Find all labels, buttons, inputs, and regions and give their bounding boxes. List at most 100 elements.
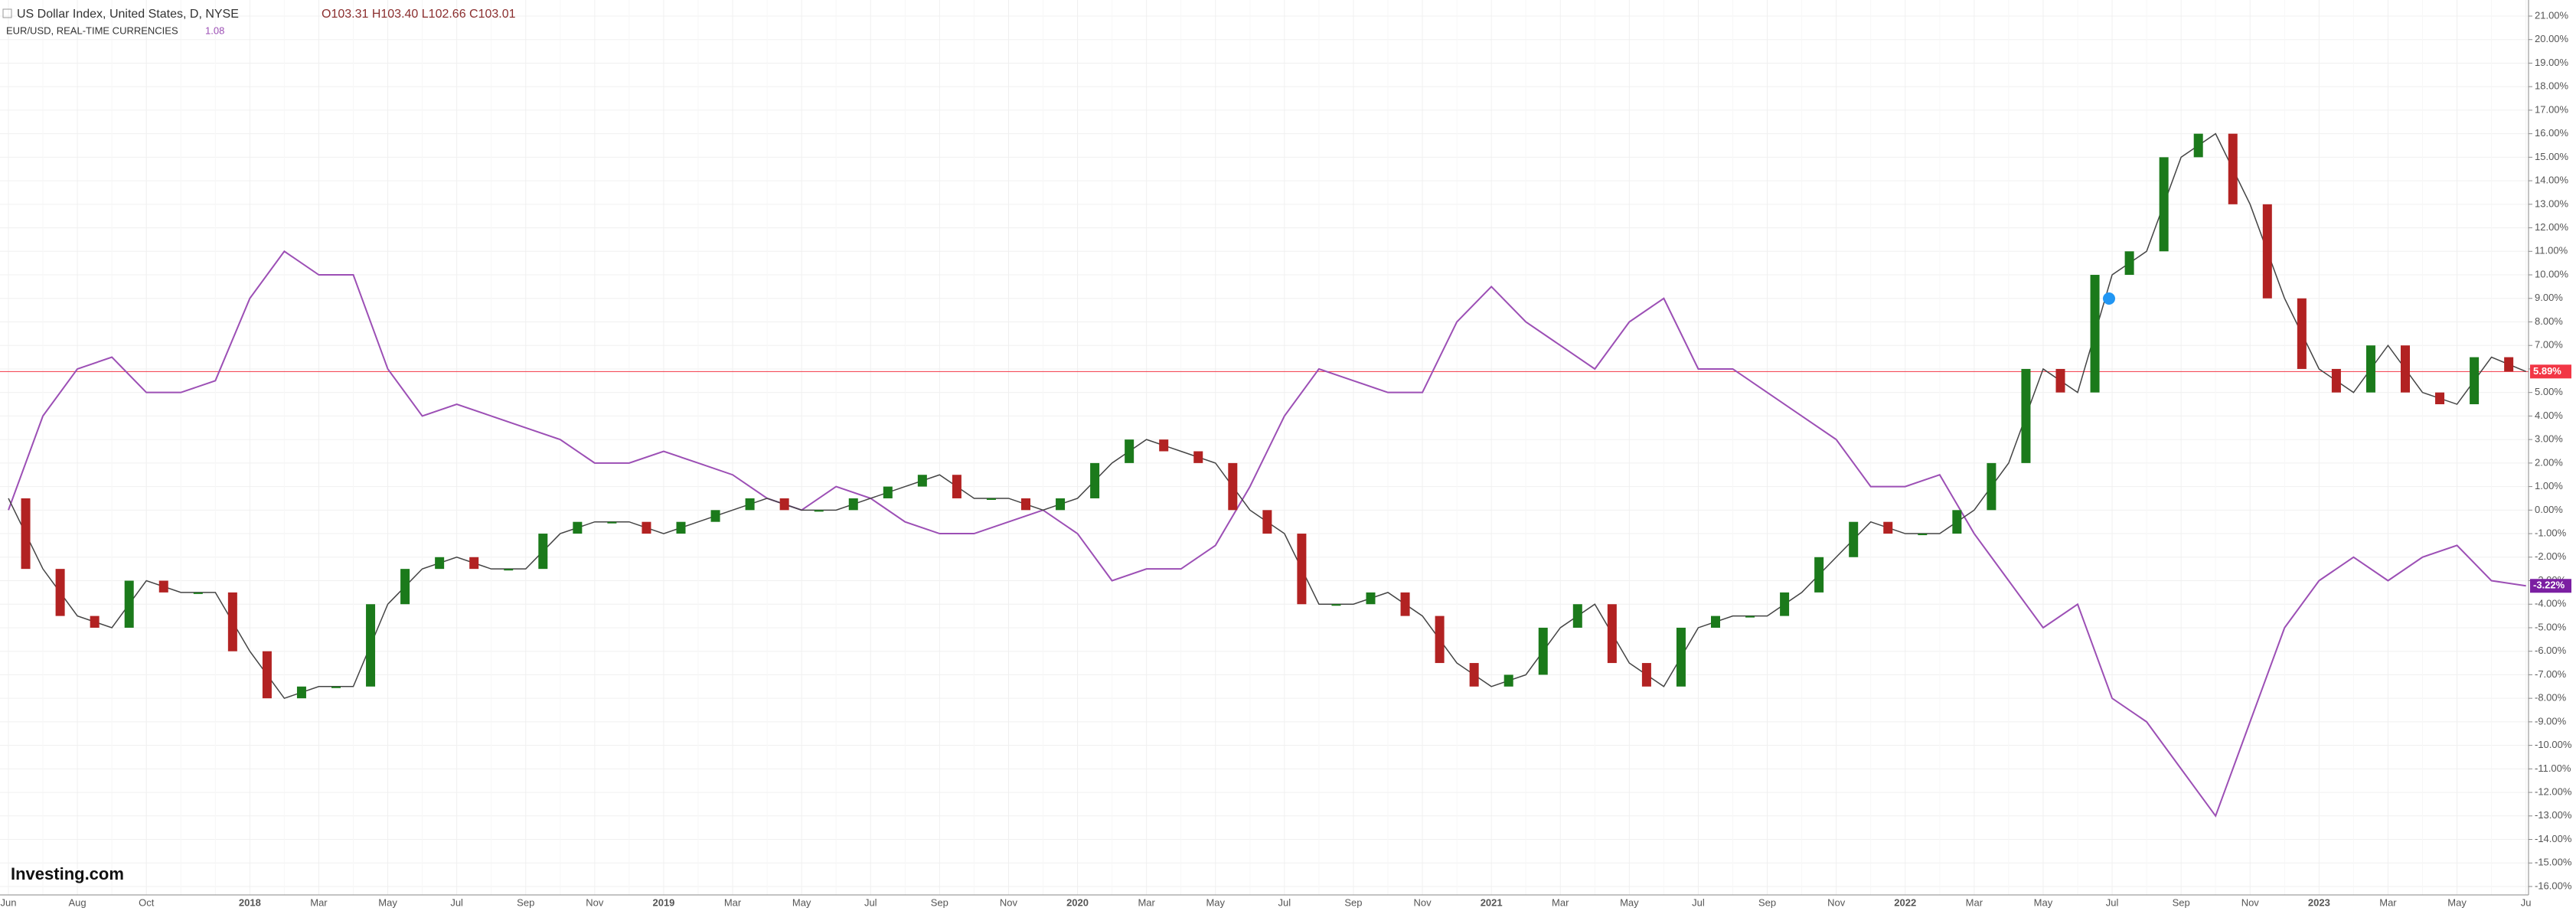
candle-body (538, 534, 548, 570)
x-tick-label: 2023 (2308, 896, 2330, 908)
x-tick-label: Jun (1, 896, 17, 908)
candle-body (2124, 251, 2134, 276)
candle-body (55, 569, 65, 616)
candle-body (676, 521, 686, 534)
candle-body (1952, 510, 1962, 534)
x-tick-label: Jul (864, 896, 877, 908)
candle-body (90, 615, 100, 628)
y-tick-label: -8.00% (2535, 692, 2567, 704)
candle-body (2193, 133, 2203, 158)
x-tick-label: Jul (450, 896, 463, 908)
candle-body (331, 686, 341, 688)
candle-body (2159, 157, 2169, 252)
candle-body (1262, 510, 1272, 534)
y-tick-label: 14.00% (2535, 175, 2569, 186)
candle-body (1125, 439, 1135, 463)
x-tick-label: May (2034, 896, 2053, 908)
y-tick-label: -4.00% (2535, 598, 2567, 609)
y-tick-label: -2.00% (2535, 550, 2567, 562)
candle-body (21, 498, 31, 570)
ohlc: O103.31 H103.40 L102.66 C103.01 (322, 8, 516, 21)
y-tick-label: 12.00% (2535, 221, 2569, 233)
x-tick-label: Sep (931, 896, 948, 908)
x-tick-label: Jul (2106, 896, 2119, 908)
candle-body (1572, 604, 1582, 628)
candle-body (1814, 557, 1824, 593)
legend: US Dollar Index, United States, D, NYSE … (2, 8, 516, 36)
last-value-box (2530, 579, 2571, 593)
x-tick-label: Mar (724, 896, 742, 908)
x-tick-label: 2018 (239, 896, 261, 908)
y-tick-label: -9.00% (2535, 715, 2567, 727)
y-tick-label: 19.00% (2535, 57, 2569, 68)
y-tick-label: 3.00% (2535, 433, 2563, 445)
y-tick-label: -5.00% (2535, 621, 2567, 632)
candle-body (573, 521, 583, 534)
x-tick-label: Mar (1138, 896, 1155, 908)
x-tick-label: 2019 (652, 896, 674, 908)
candle-body (1745, 615, 1755, 618)
y-tick-label: 1.00% (2535, 480, 2563, 491)
candle-body (469, 557, 479, 570)
x-tick-label: May (1620, 896, 1639, 908)
y-tick-label: 13.00% (2535, 198, 2569, 209)
y-tick-label: 0.00% (2535, 504, 2563, 515)
candle-body (1435, 615, 1445, 664)
candle-body (296, 686, 306, 699)
candle-body (2262, 204, 2272, 299)
candle-body (1056, 498, 1066, 511)
candle-body (400, 569, 410, 605)
candle-body (1469, 663, 1479, 687)
candle-body (262, 651, 272, 699)
candle-body (1883, 521, 1893, 534)
candle-body (1538, 627, 1548, 675)
x-tick-label: Nov (1413, 896, 1432, 908)
x-tick-label: Mar (2379, 896, 2397, 908)
candle-body (1987, 462, 1996, 511)
candle-body (848, 498, 858, 511)
x-tick-label: Mar (310, 896, 328, 908)
y-tick-label: 15.00% (2535, 151, 2569, 162)
candle-body (1503, 674, 1513, 687)
x-tick-label: Jul (1278, 896, 1291, 908)
x-tick-label: Nov (1827, 896, 1846, 908)
candle-body (366, 604, 376, 687)
candle-body (1228, 462, 1238, 511)
y-tick-label: -7.00% (2535, 668, 2567, 680)
x-tick-label: 2021 (1481, 896, 1503, 908)
x-tick-label: Mar (1966, 896, 1983, 908)
candle-body (1297, 534, 1307, 605)
candle-body (2297, 298, 2307, 369)
y-tick-label: -10.00% (2535, 739, 2572, 750)
candle-body (2228, 133, 2238, 204)
y-tick-label: 8.00% (2535, 315, 2563, 327)
x-tick-label: Mar (1552, 896, 1569, 908)
candle-body (1641, 663, 1651, 687)
candle-body (917, 475, 927, 487)
x-tick-label: 2020 (1066, 896, 1089, 908)
candle-body (1090, 462, 1100, 498)
candle-body (1849, 521, 1859, 557)
candle-body (1780, 592, 1790, 616)
candle-body (1711, 615, 1720, 628)
y-tick-label: 10.00% (2535, 268, 2569, 279)
x-tick-label: May (792, 896, 811, 908)
event-marker[interactable] (2103, 292, 2115, 305)
y-tick-label: -16.00% (2535, 880, 2572, 891)
last-value-label: -3.22% (2533, 580, 2565, 591)
x-tick-label: Sep (517, 896, 534, 908)
compare-title: EUR/USD, REAL-TIME CURRENCIES (6, 24, 178, 36)
candle-body (1021, 498, 1030, 511)
x-tick-label: May (378, 896, 397, 908)
x-tick-label: Sep (1758, 896, 1776, 908)
candle-body (814, 510, 824, 512)
candle-body (1331, 604, 1341, 606)
y-tick-label: 7.00% (2535, 339, 2563, 351)
y-tick-label: -11.00% (2535, 762, 2571, 774)
candle-body (642, 521, 651, 534)
candle-body (158, 580, 168, 593)
last-value-label: 5.89% (2533, 365, 2561, 377)
grid (0, 0, 2529, 895)
candle-body (193, 592, 203, 594)
